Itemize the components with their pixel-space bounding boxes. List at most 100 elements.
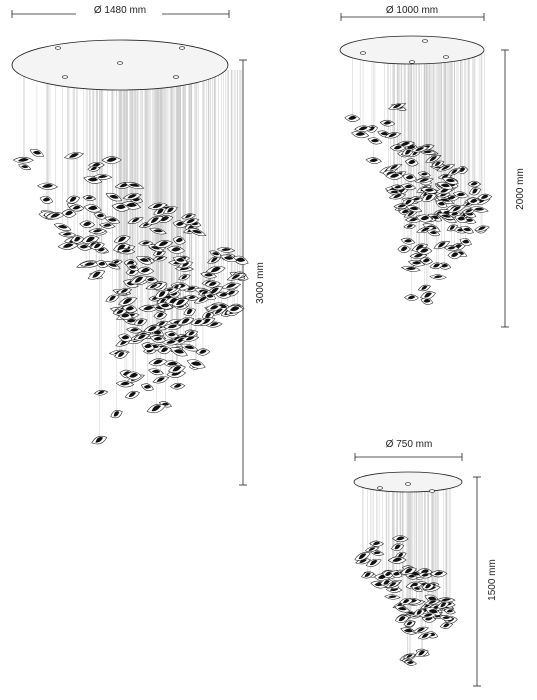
glass-element bbox=[146, 403, 166, 414]
glass-element-shade bbox=[126, 202, 137, 208]
canopy-hole bbox=[409, 60, 415, 64]
canopy-hole bbox=[429, 489, 435, 493]
glass-element-shade bbox=[209, 305, 219, 310]
glass-element-shade bbox=[355, 131, 366, 136]
glass-element-shade bbox=[380, 132, 389, 136]
glass-element bbox=[441, 176, 459, 185]
glass-element-shade bbox=[445, 178, 456, 183]
glass-element bbox=[18, 163, 32, 171]
glass-element bbox=[469, 187, 481, 196]
glass-element bbox=[171, 298, 190, 307]
glass-element bbox=[435, 200, 448, 208]
glass-element-shade bbox=[439, 198, 451, 202]
glass-element-shade bbox=[158, 291, 166, 297]
glass-element-shade bbox=[209, 322, 219, 327]
canopy-hole bbox=[117, 61, 123, 65]
glass-element-shade bbox=[166, 361, 178, 366]
glass-element-shade bbox=[107, 218, 117, 222]
glass-element bbox=[474, 225, 490, 232]
glass-element-shade bbox=[153, 336, 163, 341]
glass-element bbox=[447, 205, 467, 213]
glass-element bbox=[416, 247, 433, 255]
glass-element bbox=[393, 203, 411, 209]
glass-element-shade bbox=[205, 312, 212, 318]
glass-element-shade bbox=[423, 298, 431, 303]
glass-element-shade bbox=[130, 328, 139, 332]
glass-element-shade bbox=[167, 324, 178, 329]
glass-element bbox=[114, 350, 129, 359]
glass-element-shade bbox=[204, 273, 214, 277]
glass-element bbox=[215, 291, 232, 299]
glass-element-shade bbox=[440, 188, 449, 193]
canopy-medium bbox=[339, 35, 485, 65]
glass-element-shade bbox=[368, 547, 376, 551]
glass-element bbox=[82, 195, 97, 201]
glass-element bbox=[414, 649, 429, 658]
glass-element-shade bbox=[143, 305, 154, 311]
glass-element-shade bbox=[50, 213, 61, 218]
glass-element-shade bbox=[87, 205, 98, 211]
glass-element-shade bbox=[181, 318, 190, 324]
glass-element bbox=[70, 235, 85, 244]
glass-element bbox=[29, 149, 45, 157]
glass-element bbox=[166, 245, 186, 254]
glass-element bbox=[416, 226, 435, 234]
glass-element-shade bbox=[413, 197, 421, 201]
glass-element bbox=[400, 237, 416, 245]
glass-element-shade bbox=[152, 203, 163, 209]
glass-element bbox=[416, 214, 433, 223]
glass-element-shade bbox=[173, 349, 184, 354]
glass-element bbox=[403, 659, 417, 666]
glass-element bbox=[369, 540, 384, 547]
glass-element-shade bbox=[434, 161, 441, 166]
glass-element-shade bbox=[415, 244, 424, 251]
glass-element-shade bbox=[122, 298, 133, 304]
glass-element-shade bbox=[437, 242, 446, 248]
glass-element bbox=[443, 608, 456, 615]
glass-element-shade bbox=[465, 209, 473, 213]
canopy-large bbox=[11, 39, 229, 91]
glass-element bbox=[417, 171, 431, 178]
glass-element-shade bbox=[137, 334, 146, 340]
glass-element bbox=[163, 323, 182, 330]
glass-element bbox=[95, 260, 108, 268]
fixture-small: Ø 750 mm 1500 mm bbox=[353, 437, 498, 687]
glass-element bbox=[447, 168, 462, 176]
glass-element bbox=[385, 172, 404, 180]
glass-element bbox=[148, 368, 164, 376]
canopy-hole bbox=[173, 75, 179, 79]
glass-element bbox=[219, 254, 238, 263]
glass-element bbox=[401, 265, 421, 272]
glass-element bbox=[116, 287, 133, 295]
glass-element-shade bbox=[125, 306, 135, 311]
glass-element bbox=[115, 380, 135, 388]
glass-element-shade bbox=[128, 391, 137, 398]
glass-element-shade bbox=[188, 331, 195, 336]
glass-element-shade bbox=[397, 204, 407, 208]
canopy-hole bbox=[422, 39, 428, 43]
glass-element bbox=[105, 192, 123, 202]
glass-element-shade bbox=[184, 345, 195, 350]
glass-element bbox=[163, 206, 178, 214]
glass-element-shade bbox=[389, 173, 400, 178]
glass-element-shade bbox=[383, 121, 392, 125]
glass-element-shade bbox=[184, 214, 193, 219]
glass-element-shade bbox=[229, 306, 240, 312]
glass-element bbox=[399, 598, 414, 605]
glass-element-shade bbox=[452, 206, 462, 212]
glass-element-shade bbox=[175, 257, 185, 262]
glass-element bbox=[426, 229, 441, 237]
glass-element bbox=[149, 335, 166, 343]
glass-element bbox=[203, 292, 217, 300]
glass-element bbox=[410, 146, 429, 153]
glass-element bbox=[387, 556, 407, 564]
glass-element bbox=[404, 158, 419, 167]
glass-element-shade bbox=[348, 115, 357, 120]
glass-element-shade bbox=[422, 150, 433, 154]
glass-element bbox=[232, 255, 249, 265]
glass-element-shade bbox=[139, 258, 149, 262]
glass-element bbox=[178, 274, 191, 281]
glass-element bbox=[184, 330, 199, 338]
glass-element-shade bbox=[447, 246, 456, 250]
